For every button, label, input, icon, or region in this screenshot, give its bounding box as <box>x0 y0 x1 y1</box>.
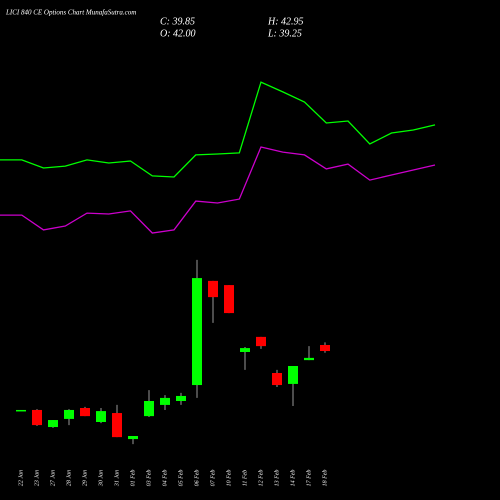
ohlc-high: H: 42.95 <box>267 16 304 27</box>
x-tick-label: 12 Feb <box>258 470 264 487</box>
chart-title: LICI 840 CE Options Chart MunafaSutra.co… <box>5 9 136 17</box>
x-tick-label: 17 Feb <box>306 470 312 487</box>
candle-body <box>32 409 42 426</box>
candle-body <box>272 373 282 386</box>
x-tick-label: 11 Feb <box>242 470 248 486</box>
x-tick-label: 10 Feb <box>226 470 232 487</box>
candle-body <box>288 366 298 384</box>
x-tick-label: 04 Feb <box>161 470 168 487</box>
candle-body <box>128 436 138 440</box>
candle-body <box>80 408 90 417</box>
candle-body <box>320 345 330 352</box>
x-tick-label: 07 Feb <box>210 470 216 487</box>
x-tick-label: 03 Feb <box>146 470 152 487</box>
candle-body <box>240 348 250 352</box>
x-tick-label: 31 Jan <box>114 470 120 487</box>
candle-body <box>208 280 218 298</box>
x-tick-label: 06 Feb <box>194 470 200 487</box>
candle-body <box>192 278 202 386</box>
candle-body <box>176 395 186 401</box>
candle-body <box>224 285 234 314</box>
candle-body <box>304 357 314 361</box>
candle-body <box>16 409 26 412</box>
x-tick-label: 30 Jan <box>98 470 104 487</box>
x-tick-label: 23 Jan <box>34 470 40 486</box>
x-tick-label: 14 Feb <box>289 470 296 487</box>
x-tick-label: 13 Feb <box>274 470 280 487</box>
candle-body <box>160 397 170 405</box>
candle-body <box>96 411 106 422</box>
candle-body <box>256 336 266 347</box>
ohlc-close: C: 39.85 <box>160 16 195 27</box>
ohlc-low: L: 39.25 <box>267 28 302 39</box>
indicator-line <box>0 146 436 234</box>
x-tick-label: 28 Jan <box>66 470 72 486</box>
candle-body <box>112 413 122 438</box>
x-tick-label: 22 Jan <box>18 470 24 486</box>
ohlc-open: O: 42.00 <box>160 28 196 39</box>
x-tick-label: 05 Feb <box>178 470 184 487</box>
indicator-line <box>0 81 436 178</box>
x-tick-label: 01 Feb <box>130 470 136 487</box>
x-tick-label: 27 Jan <box>50 470 56 486</box>
candle-body <box>64 409 74 419</box>
x-tick-label: 18 Feb <box>322 470 328 487</box>
x-tick-label: 29 Jan <box>82 470 88 486</box>
candle-body <box>144 401 154 417</box>
candle-body <box>48 420 58 428</box>
